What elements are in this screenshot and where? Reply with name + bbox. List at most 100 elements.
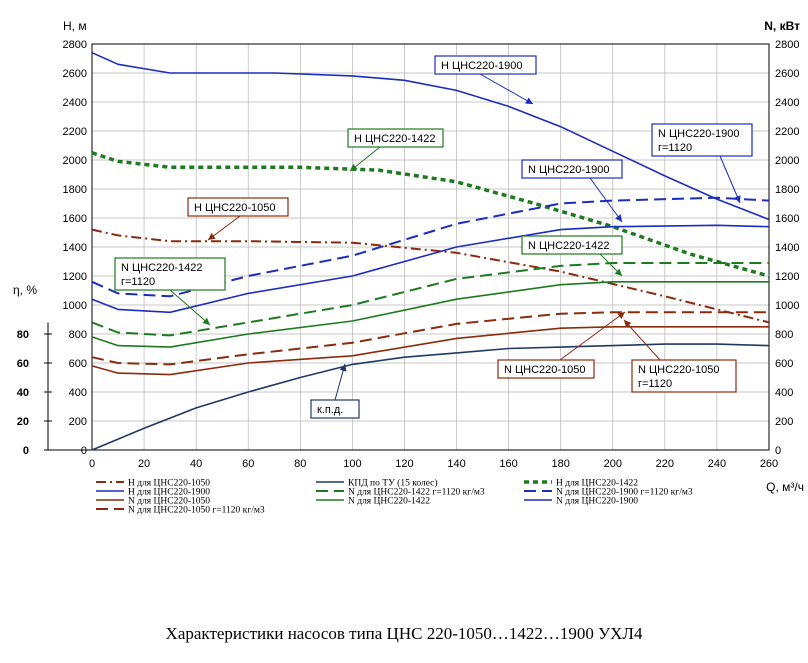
y-tick-right: 2200 xyxy=(775,126,799,138)
callout-box xyxy=(434,55,537,75)
callout-box xyxy=(187,197,289,217)
y-tick-right: 400 xyxy=(775,387,793,399)
legend-entry: Н для ЦНС220-1900 xyxy=(96,488,210,498)
series-line-5 xyxy=(91,196,770,298)
y-tick-right: 800 xyxy=(775,329,793,341)
y-tick-left: 2000 xyxy=(63,155,87,167)
callout-label: N ЦНС220-1050 xyxy=(504,364,586,376)
x-tick: 200 xyxy=(604,458,622,470)
callout-label: N ЦНС220-1900 xyxy=(528,164,610,176)
callout: N ЦНС220-1422 г=1120 xyxy=(114,257,226,326)
y-tick-left: 1600 xyxy=(63,213,87,225)
x-axis-title: Q, м³/ч xyxy=(766,480,804,494)
callout-arrow xyxy=(614,268,622,276)
callout: Н ЦНС220-1422 xyxy=(347,128,444,172)
callout: N ЦНС220-1900 г=1120 xyxy=(651,123,753,204)
y-axis-right-title: N, кВт xyxy=(764,19,800,33)
y-tick-left: 1000 xyxy=(63,300,87,312)
callout-label: N ЦНС220-1422 xyxy=(121,262,203,274)
eff-axis-title: η, % xyxy=(13,283,37,297)
series-line-0 xyxy=(91,228,770,324)
x-tick: 100 xyxy=(343,458,361,470)
legend-label: Н для ЦНС220-1900 xyxy=(128,488,210,498)
callout-box xyxy=(114,257,226,291)
y-tick-left: 600 xyxy=(69,358,87,370)
y-tick-left: 2600 xyxy=(63,68,87,80)
x-tick: 0 xyxy=(89,458,95,470)
callout-box xyxy=(521,235,623,255)
y-tick-right: 2000 xyxy=(775,155,799,167)
x-tick: 40 xyxy=(190,458,202,470)
eff-tick: 80 xyxy=(17,329,29,341)
plot-frame xyxy=(91,43,770,451)
callout-arrow xyxy=(350,163,358,171)
callout-arrow xyxy=(624,320,632,328)
axes xyxy=(47,43,770,451)
legend-entry: N для ЦНС220-1422 xyxy=(316,497,430,507)
series-line-3 xyxy=(91,51,770,221)
y-tick-left: 1800 xyxy=(63,184,87,196)
callout-arrow xyxy=(615,214,622,222)
y-tick-left: 400 xyxy=(69,387,87,399)
y-tick-left: 1400 xyxy=(63,242,87,254)
callout-arrow xyxy=(202,317,210,325)
x-tick: 260 xyxy=(760,458,778,470)
x-tick: 240 xyxy=(708,458,726,470)
callout-label: N ЦНС220-1900 xyxy=(658,128,740,140)
callout-box xyxy=(651,123,753,157)
callout: N ЦНС220-1050 xyxy=(497,311,626,379)
legend-label: КПД по ТУ (15 колес) xyxy=(348,478,438,489)
callout-sublabel: г=1120 xyxy=(658,142,692,154)
callout-label: Н ЦНС220-1050 xyxy=(194,202,276,214)
callout-label: к.п.д. xyxy=(317,404,343,416)
callout-arrow xyxy=(339,364,347,372)
y-tick-left: 2200 xyxy=(63,126,87,138)
legend-entry: Н для ЦНС220-1050 xyxy=(96,479,210,489)
legend-label: N для ЦНС220-1422 xyxy=(348,497,430,507)
legend-entry: N для ЦНС220-1900 xyxy=(524,497,638,507)
callout-leader xyxy=(169,289,211,326)
y-tick-right: 1200 xyxy=(775,271,799,283)
y-tick-left: 200 xyxy=(69,416,87,428)
legend-entry: N для ЦНС220-1050 г=1120 кг/м3 xyxy=(96,506,265,516)
callout-label: Н ЦНС220-1900 xyxy=(441,60,523,72)
y-axis-left-title: Н, м xyxy=(63,19,87,33)
y-tick-right: 2800 xyxy=(775,39,799,51)
series-line-9 xyxy=(91,311,769,366)
callouts: Н ЦНС220-1900 N ЦНС220-1900 г=1120 Н ЦНС220… xyxy=(114,55,753,419)
legend-entry: N для ЦНС220-1900 г=1120 кг/м3 xyxy=(524,488,693,498)
callout: N ЦНС220-1422 xyxy=(521,235,623,277)
callout-arrow xyxy=(525,97,533,104)
x-tick: 80 xyxy=(294,458,306,470)
x-tick: 160 xyxy=(499,458,517,470)
callout-leader xyxy=(623,319,661,361)
x-tick: 120 xyxy=(395,458,413,470)
eff-tick: 60 xyxy=(17,358,29,370)
series-line-7 xyxy=(91,280,769,348)
legend-entry: Н для ЦНС220-1422 xyxy=(524,479,638,489)
eff-tick: 20 xyxy=(17,416,29,428)
chart-caption: Характеристики насосов типа ЦНС 220-1050… xyxy=(165,624,643,643)
x-tick: 20 xyxy=(138,458,150,470)
x-tick: 140 xyxy=(447,458,465,470)
legend-label: N для ЦНС220-1050 г=1120 кг/м3 xyxy=(128,506,265,516)
callout-label: Н ЦНС220-1422 xyxy=(354,133,436,145)
callout-arrow xyxy=(208,233,216,240)
legend-label: Н для ЦНС220-1422 xyxy=(556,479,638,489)
y-tick-right: 600 xyxy=(775,358,793,370)
y-tick-left: 0 xyxy=(81,445,87,457)
y-tick-left: 2800 xyxy=(63,39,87,51)
callout-label: N ЦНС220-1050 xyxy=(638,364,720,376)
y-tick-right: 1000 xyxy=(775,300,799,312)
callout-sublabel: г=1120 xyxy=(121,276,155,288)
callout-box xyxy=(497,359,595,379)
y-tick-right: 1800 xyxy=(775,184,799,196)
legend-label: N для ЦНС220-1900 г=1120 кг/м3 xyxy=(556,488,693,498)
series-line-4 xyxy=(91,262,769,337)
y-tick-left: 2400 xyxy=(63,97,87,109)
callout-leader xyxy=(479,73,534,105)
callout-arrow xyxy=(617,312,625,319)
